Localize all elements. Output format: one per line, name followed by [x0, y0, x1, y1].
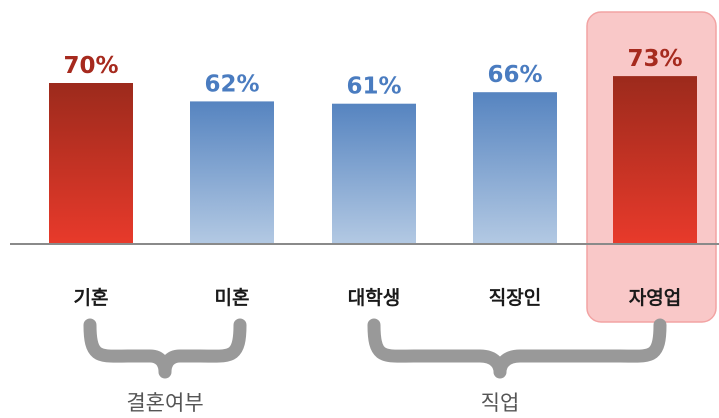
group-label-marriage: 결혼여부 [126, 391, 203, 415]
bar-cat-4 [613, 76, 697, 244]
value-label-cat-4: 73% [627, 46, 682, 72]
category-label-cat-0: 기혼 [74, 286, 109, 309]
brace-job-group [367, 318, 667, 379]
value-label-cat-2: 61% [346, 74, 401, 100]
category-label-cat-4: 자영업 [629, 287, 681, 309]
brace-marriage-group [83, 318, 247, 379]
value-labels-layer: 70% 62% 61% 66% 73% [63, 46, 682, 100]
category-label-cat-2: 대학생 [348, 287, 400, 309]
value-label-cat-1: 62% [204, 71, 259, 97]
bar-cat-0 [49, 83, 133, 244]
group-label-job: 직업 [481, 391, 520, 415]
category-labels-layer: 기혼 미혼 대학생 직장인 자영업 [74, 286, 682, 309]
bars-layer [49, 76, 697, 245]
value-label-cat-3: 66% [487, 62, 542, 88]
category-label-cat-1: 미혼 [215, 286, 250, 309]
bar-cat-2 [332, 103, 416, 244]
bar-cat-3 [473, 92, 557, 244]
bar-cat-1 [190, 101, 274, 245]
value-label-cat-0: 70% [63, 53, 118, 79]
category-label-cat-3: 직장인 [489, 287, 541, 309]
